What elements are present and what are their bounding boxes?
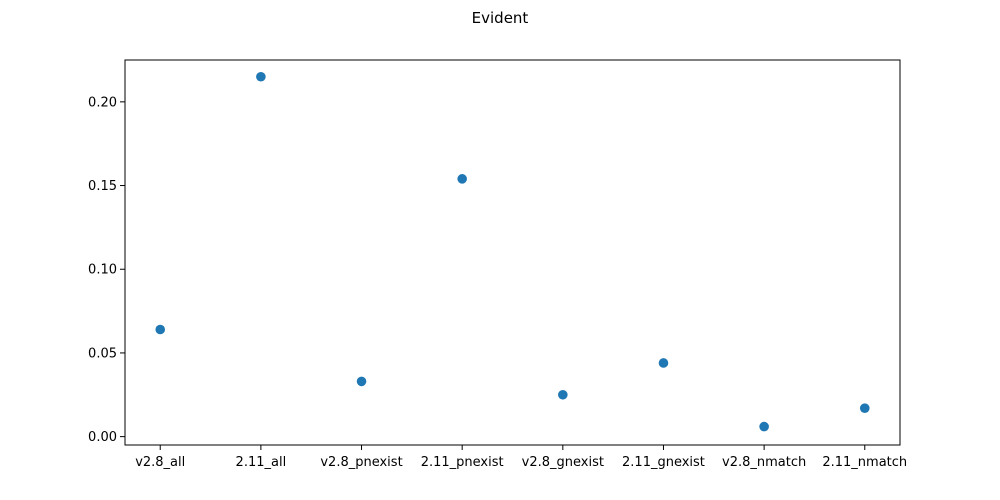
x-tick-label: 2.11_gnexist bbox=[622, 455, 705, 470]
x-tick-label: 2.11_pnexist bbox=[421, 455, 504, 470]
y-axis: 0.00 0.05 0.10 0.15 0.20 bbox=[88, 95, 125, 445]
data-point-v2.8_pnexist bbox=[356, 376, 367, 387]
y-tick-label: 0.00 bbox=[88, 430, 117, 445]
y-tick-label: 0.05 bbox=[88, 346, 117, 361]
chart-title: Evident bbox=[472, 9, 529, 27]
data-point-2.11_gnexist bbox=[658, 358, 669, 368]
y-tick-label: 0.10 bbox=[88, 263, 117, 278]
x-tick-label: v2.8_pnexist bbox=[320, 455, 402, 470]
y-tick-label: 0.20 bbox=[88, 95, 117, 110]
x-tick-label: v2.8_nmatch bbox=[722, 455, 806, 470]
data-point-v2.8_gnexist bbox=[558, 389, 568, 400]
x-tick-label: 2.11_nmatch bbox=[822, 455, 907, 470]
data-point-2.11_all bbox=[256, 71, 266, 82]
data-point-2.11_pnexist bbox=[457, 174, 467, 184]
data-points bbox=[155, 71, 870, 432]
x-tick-label: 2.11_all bbox=[236, 455, 287, 470]
data-point-v2.8_nmatch bbox=[759, 421, 769, 432]
plot-area-frame bbox=[124, 59, 901, 446]
y-tick-label: 0.15 bbox=[88, 179, 117, 194]
x-axis: v2.8_all 2.11_all v2.8_pnexist 2.11_pnexist… bbox=[135, 445, 907, 470]
data-point-v2.8_all bbox=[155, 324, 166, 335]
x-tick-label: v2.8_all bbox=[135, 455, 185, 470]
data-point-2.11_nmatch bbox=[859, 403, 870, 413]
x-tick-label: v2.8_gnexist bbox=[522, 455, 604, 470]
